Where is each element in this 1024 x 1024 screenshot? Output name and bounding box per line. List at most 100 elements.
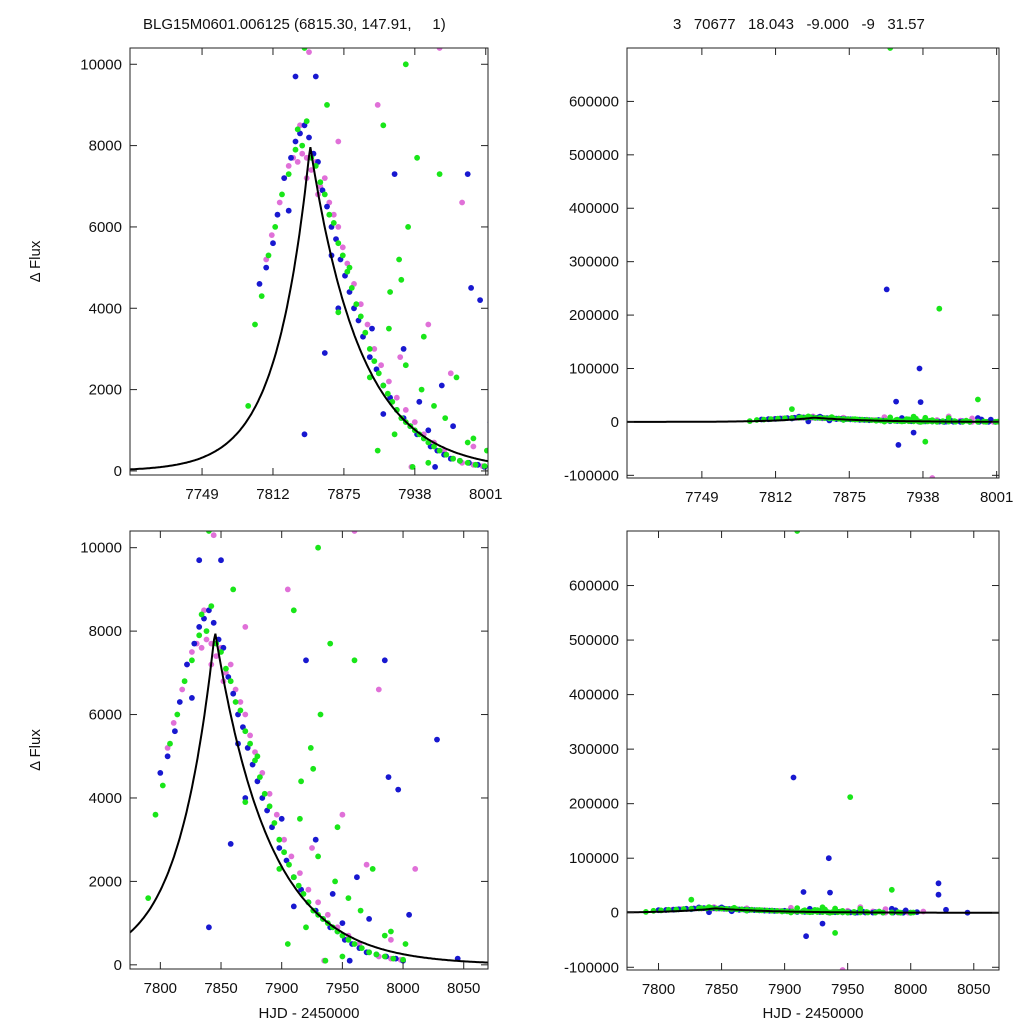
data-point	[387, 289, 393, 295]
panel-top-left: 7749 7812 7875 7938 8001 0 2000 4000 6000 8000 100…	[27, 47, 519, 503]
data-point	[402, 362, 409, 369]
data-point	[369, 325, 375, 332]
data-point	[380, 411, 387, 417]
data-point	[189, 657, 195, 664]
data-point	[284, 941, 291, 947]
plot-area	[130, 531, 488, 964]
data-point	[388, 928, 394, 935]
data-point	[230, 586, 237, 593]
data-point	[242, 728, 249, 735]
data-point	[405, 224, 411, 230]
data-point	[276, 199, 283, 206]
x-tick-label: 7850	[705, 981, 738, 998]
data-point	[299, 150, 306, 157]
data-point	[230, 690, 237, 697]
data-point	[470, 435, 477, 442]
data-point	[363, 861, 370, 868]
outlier-point	[935, 880, 942, 887]
x-tick-label: 7800	[144, 980, 177, 997]
y-tick-label: 500000	[569, 632, 619, 649]
data-point	[477, 297, 483, 303]
data-point	[513, 248, 519, 254]
outlier-point	[803, 933, 809, 940]
data-point	[189, 695, 195, 701]
data-point	[321, 350, 328, 356]
data-point	[203, 636, 210, 643]
data-point	[381, 657, 388, 664]
data-point	[295, 882, 302, 889]
data-point	[357, 301, 364, 308]
data-point	[307, 745, 314, 751]
plot-area	[130, 48, 519, 471]
data-point	[378, 362, 384, 369]
data-point	[305, 886, 312, 893]
data-point	[348, 285, 355, 291]
data-point	[301, 48, 308, 51]
x-axis-label: HJD - 2450000	[763, 1005, 864, 1022]
data-point	[346, 957, 353, 964]
model-curve	[627, 907, 999, 914]
y-tick-label: 4000	[89, 300, 122, 317]
outlier-point	[789, 406, 795, 412]
data-point	[832, 905, 838, 912]
outlier-point	[883, 286, 890, 293]
data-point	[339, 811, 346, 818]
data-point	[203, 628, 210, 634]
data-point	[470, 443, 477, 450]
data-point	[442, 415, 449, 421]
data-point	[335, 309, 342, 316]
data-point	[312, 73, 319, 80]
data-point	[335, 240, 342, 247]
data-point	[386, 378, 392, 385]
data-point	[164, 745, 171, 751]
data-point	[395, 786, 402, 793]
data-point	[184, 661, 190, 668]
data-point	[339, 953, 346, 960]
data-point	[353, 301, 360, 308]
outlier-point	[888, 886, 895, 893]
data-point	[425, 459, 432, 466]
panel-bottom-right: 7800 7850 7900 7950 8000 8050 -100000 0 100000 20…	[564, 530, 1000, 1022]
data-point	[292, 138, 299, 145]
x-tick-label: 8000	[386, 980, 419, 997]
data-point	[276, 845, 283, 851]
data-point	[297, 815, 303, 822]
data-point	[457, 457, 463, 464]
data-point	[189, 649, 195, 655]
y-tick-label: 2000	[89, 873, 122, 890]
data-point	[278, 815, 285, 822]
data-point	[301, 431, 308, 438]
outlier-point	[910, 429, 917, 436]
data-point	[242, 711, 249, 718]
data-point	[271, 820, 278, 826]
data-point	[324, 911, 331, 918]
x-tick-label: 8001	[469, 486, 502, 503]
data-point	[431, 443, 437, 450]
data-point	[425, 427, 432, 434]
data-point	[309, 845, 315, 851]
data-point	[297, 870, 303, 876]
data-point	[269, 824, 275, 831]
data-point	[294, 126, 301, 133]
outlier-point	[935, 891, 942, 898]
data-point	[264, 807, 270, 814]
data-point	[284, 586, 291, 593]
data-point	[294, 159, 301, 165]
data-point	[242, 799, 249, 805]
outlier-point	[819, 920, 826, 927]
outlier-point	[794, 531, 801, 534]
outlier-point	[790, 774, 797, 781]
data-point	[310, 765, 317, 772]
data-point	[303, 118, 310, 125]
data-point	[145, 895, 152, 901]
y-tick-label: 6000	[89, 707, 122, 724]
data-point	[257, 774, 263, 780]
data-point	[386, 325, 392, 332]
data-point	[425, 321, 432, 328]
data-point	[315, 853, 321, 860]
data-point	[272, 224, 279, 230]
data-point	[254, 778, 261, 785]
data-point	[256, 281, 263, 287]
data-point	[335, 305, 342, 312]
data-point	[259, 795, 266, 801]
